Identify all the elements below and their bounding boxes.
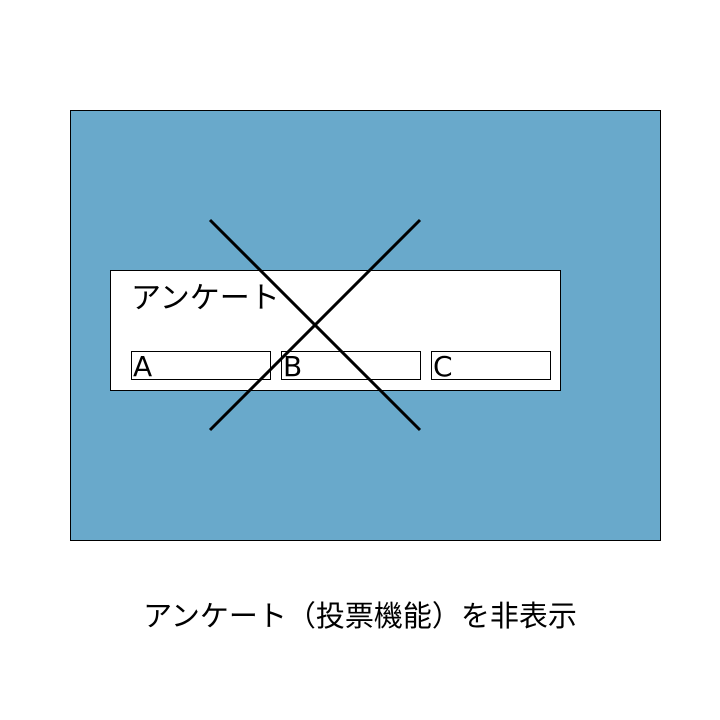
- caption: アンケート（投票機能）を非表示: [143, 599, 577, 633]
- survey-panel: アンケート A B C: [110, 270, 561, 391]
- survey-option-c[interactable]: C: [431, 351, 551, 382]
- survey-option-b[interactable]: B: [281, 351, 421, 382]
- survey-title: アンケート: [131, 281, 280, 316]
- survey-option-a[interactable]: A: [131, 351, 271, 382]
